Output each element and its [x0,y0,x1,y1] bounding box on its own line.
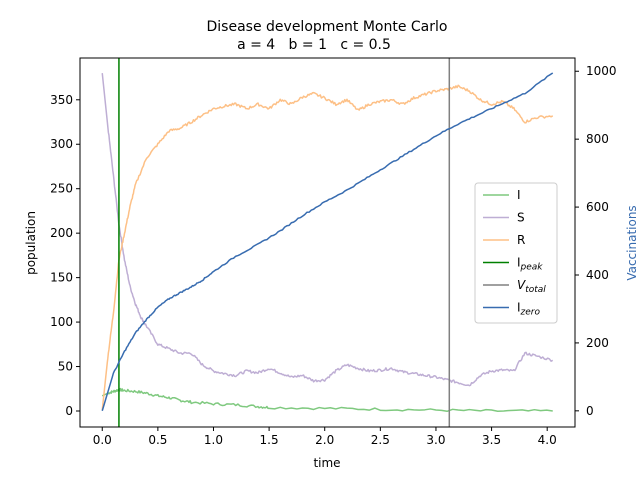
series-5-line [101,72,554,412]
x-tick-label: 2.0 [315,433,334,447]
chart-title: Disease development Monte Carlo [207,19,448,35]
y2-tick-label: 800 [586,132,609,146]
x-tick-label: 0.5 [148,433,167,447]
y-tick-label: 0 [65,404,73,418]
y-tick-label: 200 [50,226,73,240]
legend-entry: Izero [517,301,541,318]
legend-entry: S [517,211,525,225]
x-tick-label: 1.0 [204,433,223,447]
x-tick-label: 1.5 [260,433,279,447]
y2-tick-label: 600 [586,200,609,214]
y-tick-label: 250 [50,182,73,196]
y-tick-label: 300 [50,137,73,151]
y-axis-label: population [24,211,38,275]
x-axis-label: time [313,456,340,470]
legend-entry-sub: total [525,285,546,295]
y2-tick-label: 1000 [586,64,617,78]
series-layer [101,58,554,427]
x-tick-label: 4.0 [538,433,557,447]
series-0-line [101,387,553,413]
legend-entry-sub: peak [520,263,544,273]
legend-entry: Ipeak [517,256,543,273]
legend-entry-main: I [517,301,521,315]
y-tick-label: 150 [50,271,73,285]
plot-frame [79,57,576,428]
x-tick-label: 3.5 [482,433,501,447]
legend-entry-main: I [517,256,521,270]
x-tick-label: 2.5 [371,433,390,447]
y-tick-label: 50 [58,360,73,374]
series-2-line [101,84,554,411]
y-tick-label: 100 [50,315,73,329]
legend-entry: I [517,188,521,202]
legend-entry-sub: zero [520,308,541,318]
y2-tick-label: 400 [586,268,609,282]
axes: 0.0 0.5 1.0 1.5 2.0 2.5 3.0 3.5 4.0 0 50 100 150 200 2… [50,57,617,447]
series-1-line [101,73,554,387]
x-tick-label: 0.0 [93,433,112,447]
y2-tick-label: 0 [586,404,594,418]
y2-tick-label: 200 [586,336,609,350]
x-tick-label: 3.0 [426,433,445,447]
legend-box [474,182,558,324]
legend-entry: Vtotal [517,278,546,295]
legend-entry: R [517,233,525,247]
y2-axis-label: Vaccinations [625,205,639,280]
y-tick-label: 350 [50,93,73,107]
legend-entry-main: V [517,278,526,292]
chart-subtitle: a = 4 b = 1 c = 0.5 [237,37,391,53]
